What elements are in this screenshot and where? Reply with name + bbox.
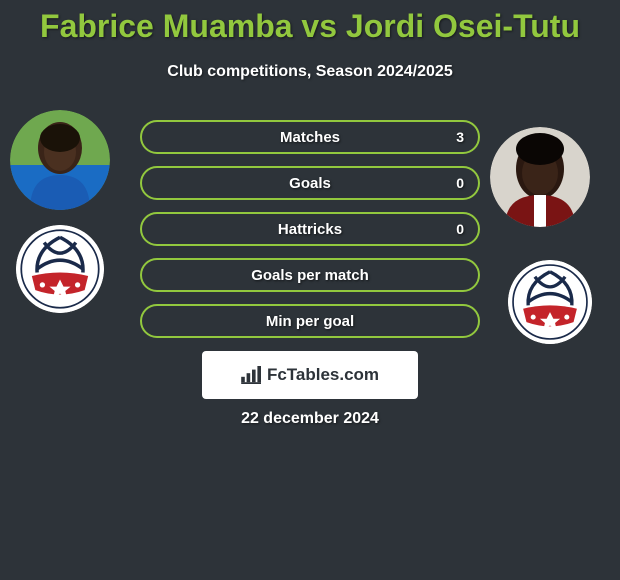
player1-name: Fabrice Muamba: [40, 8, 293, 44]
subtitle: Club competitions, Season 2024/2025: [0, 63, 620, 81]
player2-name: Jordi Osei-Tutu: [346, 8, 580, 44]
club-badge-icon: [16, 225, 104, 313]
stat-row-goals: Goals 0: [140, 166, 480, 200]
brand-box: FcTables.com: [202, 351, 418, 399]
stat-label: Min per goal: [142, 306, 478, 336]
player1-avatar: [10, 110, 110, 210]
brand-text: FcTables.com: [267, 365, 379, 385]
stat-row-min-per-goal: Min per goal: [140, 304, 480, 338]
comparison-title: Fabrice Muamba vs Jordi Osei-Tutu: [0, 0, 620, 45]
player2-club-badge: [508, 260, 592, 344]
stat-label: Hattricks: [142, 214, 478, 244]
stat-value-right: 0: [456, 214, 464, 244]
stat-label: Goals: [142, 168, 478, 198]
stat-label: Matches: [142, 122, 478, 152]
player2-avatar-icon: [490, 127, 590, 227]
stat-label: Goals per match: [142, 260, 478, 290]
stat-row-hattricks: Hattricks 0: [140, 212, 480, 246]
player1-avatar-icon: [10, 110, 110, 210]
player2-avatar: [490, 127, 590, 227]
stats-container: Matches 3 Goals 0 Hattricks 0 Goals per …: [140, 120, 480, 350]
vs-text: vs: [301, 8, 337, 44]
stat-row-matches: Matches 3: [140, 120, 480, 154]
stat-value-right: 3: [456, 122, 464, 152]
bar-chart-icon: [241, 366, 263, 384]
stat-value-right: 0: [456, 168, 464, 198]
stat-row-goals-per-match: Goals per match: [140, 258, 480, 292]
date-stamp: 22 december 2024: [0, 410, 620, 428]
player1-club-badge: [16, 225, 104, 313]
club-badge-icon: [508, 260, 592, 344]
